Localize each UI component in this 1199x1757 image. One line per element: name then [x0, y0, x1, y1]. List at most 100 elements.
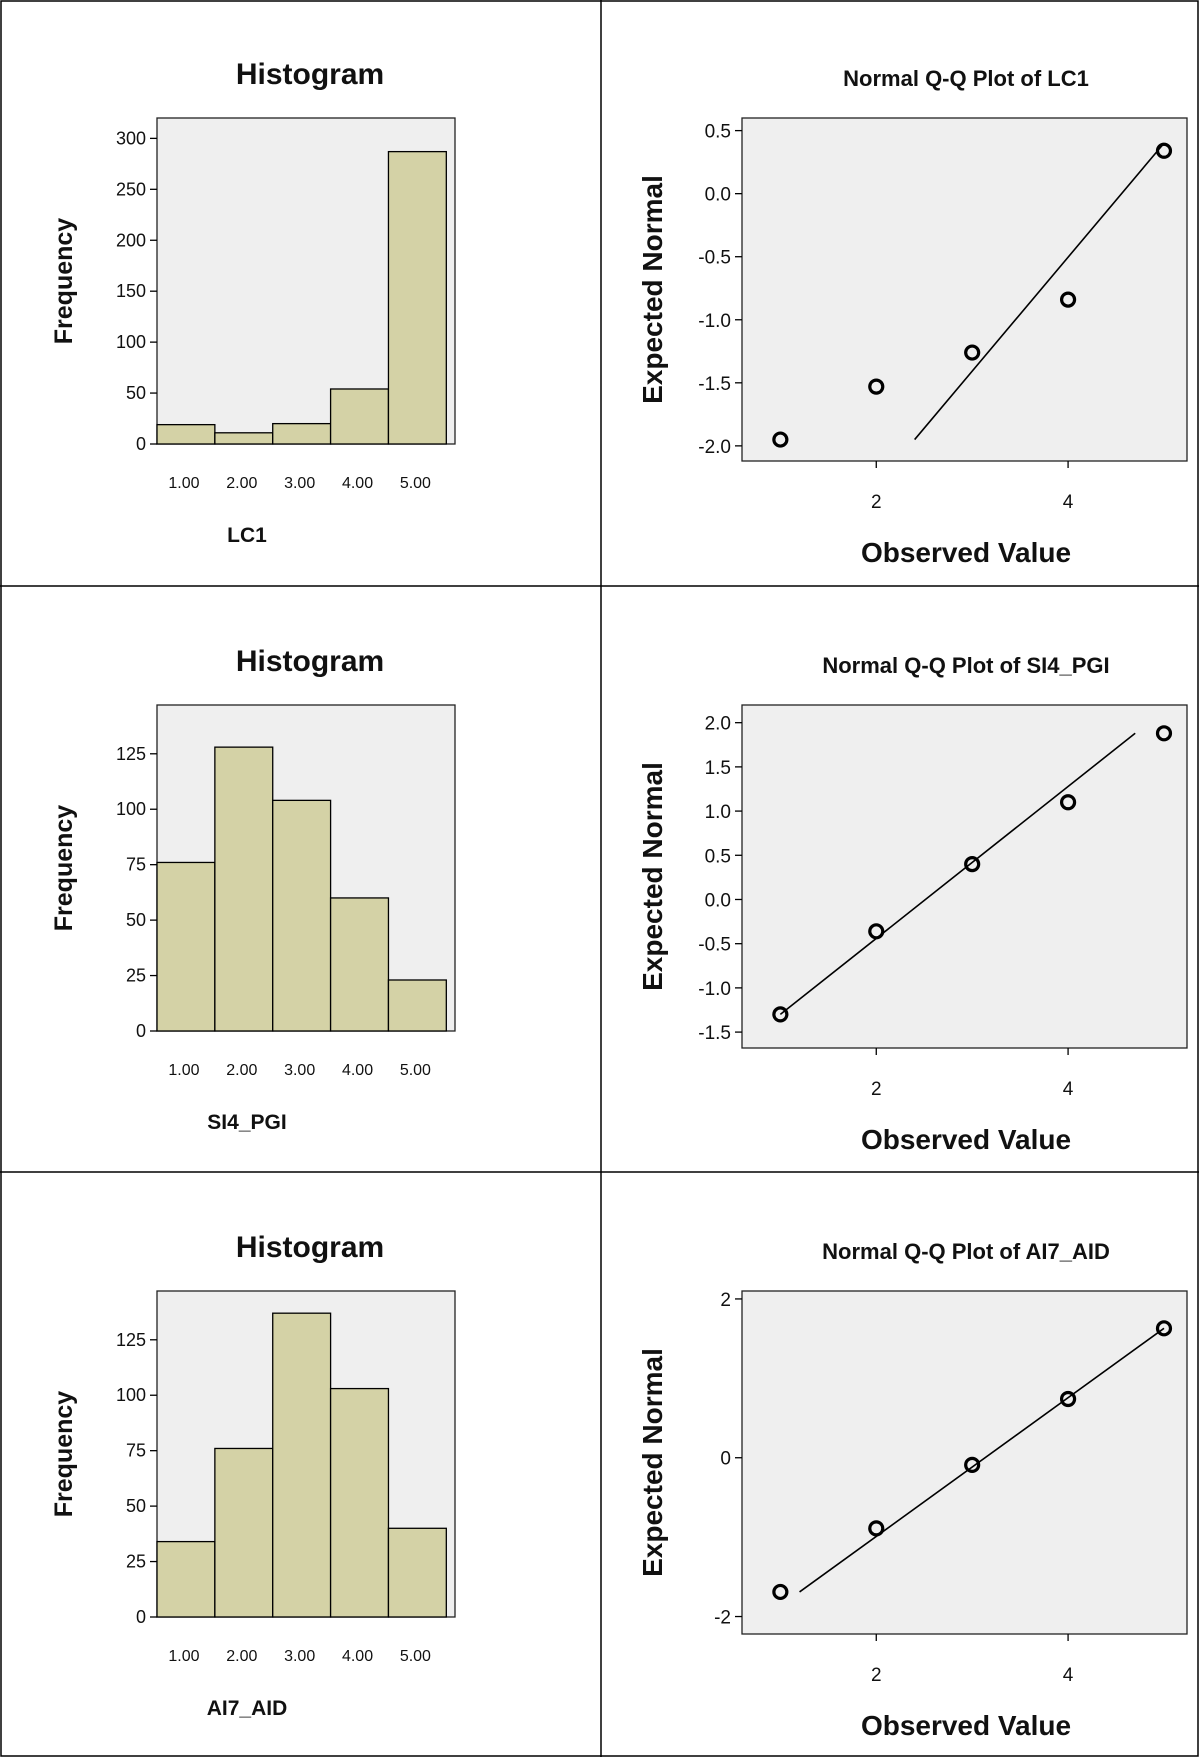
chart-title: Normal Q-Q Plot of SI4_PGI: [822, 653, 1109, 678]
y-tick-label: 300: [116, 128, 146, 148]
data-point: [1155, 1320, 1173, 1337]
bar: [156, 1540, 216, 1618]
x-tick-label: 2.00: [226, 1062, 257, 1079]
bar: [272, 422, 332, 445]
x-tick-label: 4: [1063, 1665, 1074, 1686]
x-tick-label: 5.00: [400, 475, 431, 492]
reference-line: [914, 142, 1165, 441]
y-tick-label: -1.5: [698, 374, 731, 395]
reference-line: [779, 732, 1136, 1016]
y-tick-label: 25: [126, 1552, 146, 1572]
y-tick-label: 2.0: [705, 714, 731, 735]
y-tick-label: -2.0: [698, 437, 731, 458]
data-point: [1059, 794, 1077, 811]
data-point: [868, 923, 885, 940]
x-tick-label: 1.00: [168, 475, 199, 492]
bar: [387, 979, 447, 1032]
plot-area: [741, 117, 1188, 462]
qq-plot-si4-pgi: 2.0 1.5 1.0 0.5 0.0 -0.5 -1.0 -1.5 2 4 Normal Q-Q …: [637, 653, 1188, 1155]
y-tick-label: 100: [116, 1385, 146, 1405]
data-point: [772, 431, 789, 448]
y-axis-label: Frequency: [50, 1391, 78, 1518]
x-tick-label: 1.00: [168, 1062, 199, 1079]
y-axis-label: Frequency: [50, 218, 78, 345]
x-tick-label: 3.00: [284, 1062, 315, 1079]
y-tick-label: 0.5: [705, 122, 731, 143]
y-tick-label: 0: [720, 1449, 731, 1470]
y-axis-label: Expected Normal: [637, 762, 668, 991]
y-tick-label: 0.0: [705, 890, 731, 911]
chart-title: Normal Q-Q Plot of LC1: [843, 66, 1089, 91]
chart-title: Histogram: [236, 1231, 384, 1264]
x-tick-label: 4.00: [342, 1648, 373, 1665]
bar: [329, 897, 390, 1032]
y-tick-label: 0: [136, 434, 146, 454]
y-tick-label: -0.5: [698, 248, 731, 269]
y-tick-label: 150: [116, 281, 146, 301]
x-tick-label: 3.00: [284, 475, 315, 492]
bar: [156, 423, 216, 445]
y-axis-label: Frequency: [50, 805, 78, 932]
y-tick-label: 50: [126, 1496, 146, 1516]
data-point: [772, 1583, 789, 1601]
data-point: [772, 1006, 789, 1023]
x-axis-label: AI7_AID: [207, 1697, 288, 1720]
y-tick-label: 75: [126, 855, 146, 875]
bar: [214, 432, 274, 445]
bar: [329, 1387, 390, 1618]
x-tick-label: 4.00: [342, 475, 373, 492]
y-tick-label: 1.0: [705, 802, 731, 823]
y-tick-label: 50: [126, 383, 146, 403]
data-point: [868, 378, 885, 395]
y-tick-label: 125: [116, 744, 146, 764]
x-tick-label: 2.00: [226, 475, 257, 492]
data-point: [868, 1520, 885, 1537]
x-tick-label: 2: [871, 1079, 882, 1100]
y-tick-label: 2: [720, 1290, 731, 1311]
bar: [272, 1312, 332, 1618]
x-tick-label: 3.00: [284, 1648, 315, 1665]
x-axis-label: Observed Value: [861, 1710, 1071, 1741]
y-tick-label: 0: [136, 1607, 146, 1627]
y-tick-label: -1.0: [698, 979, 731, 1000]
histogram-lc1: 0 50 100 150 200 250 300 1.00 2.00 3.00 4.00 5.00 Hi…: [50, 58, 456, 547]
x-axis-label: LC1: [227, 524, 267, 547]
data-point: [1155, 725, 1173, 742]
bar: [214, 1447, 274, 1618]
x-tick-label: 5.00: [400, 1648, 431, 1665]
qq-plot-lc1: 0.5 0.0 -0.5 -1.0 -1.5 -2.0 2 4 Normal Q-Q Plot …: [637, 66, 1188, 568]
y-tick-label: 75: [126, 1441, 146, 1461]
y-tick-label: 0: [136, 1021, 146, 1041]
data-point: [1059, 1390, 1077, 1408]
data-point: [964, 1456, 981, 1473]
qq-plot-ai7-aid: 2 0 -2 2 4 Normal Q-Q Plot of AI7_AID Observed…: [637, 1239, 1188, 1741]
y-tick-label: 1.5: [705, 758, 731, 779]
data-point: [964, 344, 981, 361]
y-tick-label: 100: [116, 332, 146, 352]
y-axis-label: Expected Normal: [637, 175, 668, 404]
x-tick-label: 1.00: [168, 1648, 199, 1665]
x-tick-label: 2: [871, 1665, 882, 1686]
x-tick-label: 4: [1063, 1079, 1074, 1100]
bar: [387, 150, 447, 445]
histogram-ai7-aid: 0 25 50 75 100 125 1.00 2.00 3.00 4.00 5.00 Histogr…: [50, 1231, 456, 1720]
x-tick-label: 2.00: [226, 1648, 257, 1665]
x-tick-label: 4: [1063, 492, 1074, 513]
histogram-si4-pgi: 0 25 50 75 100 125 1.00 2.00 3.00 4.00 5.00 Histogr…: [50, 645, 456, 1134]
data-point: [1059, 291, 1077, 308]
y-axis-label: Expected Normal: [637, 1348, 668, 1577]
reference-line: [799, 1327, 1165, 1593]
bar: [329, 388, 390, 445]
bar: [156, 861, 216, 1032]
x-axis-label: SI4_PGI: [207, 1111, 286, 1134]
y-tick-label: -2: [714, 1608, 731, 1629]
data-point: [964, 856, 981, 873]
y-tick-label: 250: [116, 179, 146, 199]
y-tick-label: 100: [116, 799, 146, 819]
bar: [214, 746, 274, 1032]
y-tick-label: 0.5: [705, 846, 731, 867]
y-tick-label: -0.5: [698, 935, 731, 956]
x-axis-label: Observed Value: [861, 1124, 1071, 1155]
y-tick-label: 25: [126, 966, 146, 986]
